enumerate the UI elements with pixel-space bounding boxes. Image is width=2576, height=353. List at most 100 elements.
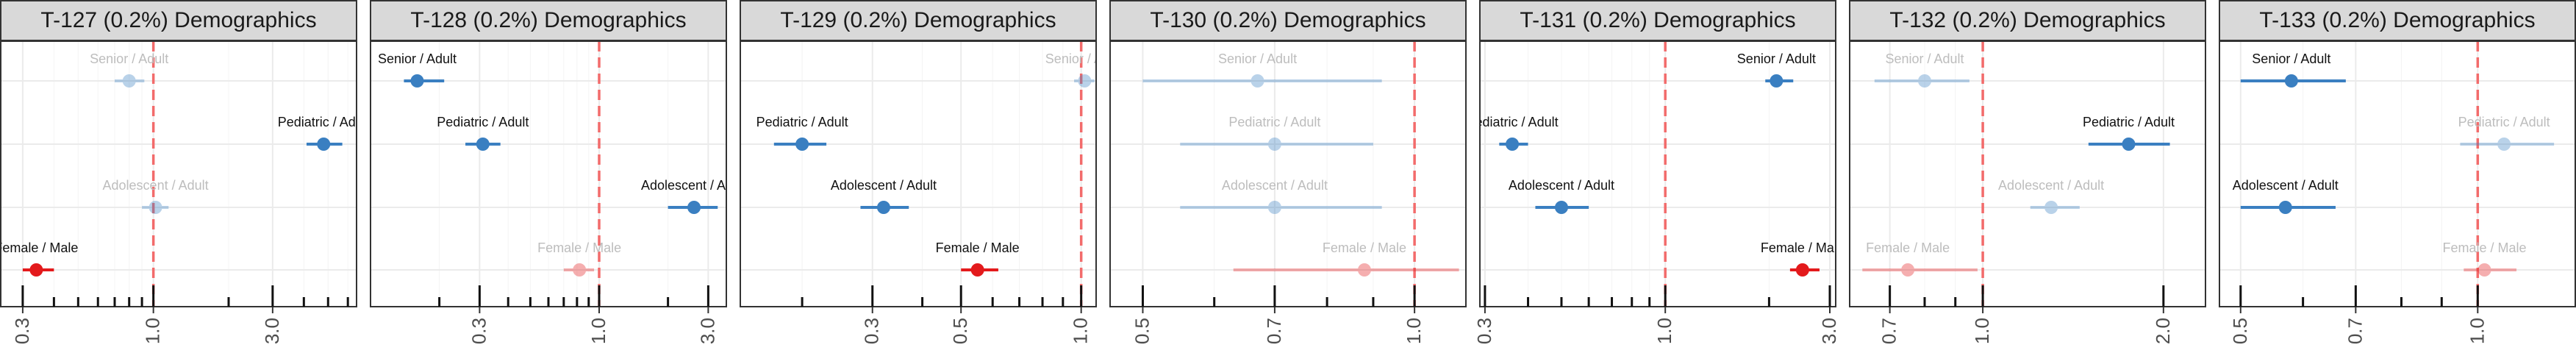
point-estimate: [317, 138, 331, 151]
panel-title: T-133 (0.2%) Demographics: [2219, 0, 2576, 41]
plot-area: Senior / Adult Pediatric / Adult Adolescen…: [1467, 41, 1845, 307]
point-estimate: [1506, 138, 1520, 151]
panel-title: T-129 (0.2%) Demographics: [740, 0, 1097, 41]
point-estimate: [1267, 201, 1281, 214]
estimate-row: [1789, 263, 1820, 277]
x-tick-label: 1.0: [1971, 318, 1993, 344]
row-label: Senior / Adult: [1737, 51, 1816, 66]
panel-title: T-130 (0.2%) Demographics: [1109, 0, 1467, 41]
x-tick-label: 3.0: [696, 318, 718, 344]
row-label: Pediatric / Adult: [1228, 115, 1320, 129]
forest-plot-svg: Senior / Adult Pediatric / Adult Adolescen…: [1849, 40, 2206, 344]
estimate-row: [2240, 74, 2346, 88]
forest-panel: T-127 (0.2%) Demographics Senior / Adult P…: [0, 0, 357, 353]
point-estimate: [149, 201, 162, 214]
estimate-row: [1499, 138, 1528, 151]
estimate-row: [22, 263, 54, 277]
plot-area: Senior / Adult Pediatric / Adult Adolescen…: [0, 41, 357, 307]
forest-panel: T-132 (0.2%) Demographics Senior / Adult P…: [1849, 0, 2206, 353]
point-estimate: [876, 201, 890, 214]
plot-background: [1, 41, 357, 307]
panel-border: [740, 40, 1097, 307]
estimate-row: [306, 138, 343, 151]
row-label: Adolescent / Adult: [1998, 178, 2104, 193]
plot-area: Senior / Adult Pediatric / Adult Adolescen…: [1850, 41, 2205, 307]
panel-title: T-127 (0.2%) Demographics: [0, 0, 357, 41]
plot-area: Senior / Adult Pediatric / Adult Adolescen…: [740, 41, 1124, 307]
point-estimate: [476, 138, 490, 151]
point-estimate: [2497, 138, 2511, 151]
x-tick-label: 0.5: [1131, 318, 1153, 344]
x-tick-label: 1.0: [1070, 318, 1092, 344]
estimate-row: [668, 201, 718, 214]
forest-panel: T-128 (0.2%) Demographics Senior / Adult P…: [370, 0, 727, 353]
row-label: Pediatric / Adult: [2458, 115, 2550, 129]
panel-title: T-131 (0.2%) Demographics: [1479, 0, 1836, 41]
row-label: Senior / Adult: [378, 51, 457, 66]
row-label: Pediatric / Adult: [1467, 115, 1559, 129]
estimate-row: [1180, 138, 1373, 151]
point-estimate: [2044, 201, 2058, 214]
row-label: Pediatric / Adult: [437, 115, 529, 129]
row-label: Adolescent / Adult: [831, 178, 937, 193]
point-estimate: [29, 263, 43, 277]
forest-panel: T-129 (0.2%) Demographics Senior / Adult P…: [740, 0, 1097, 353]
row-label: Senior / Adult: [2252, 51, 2330, 66]
row-label: Pediatric / Adult: [2083, 115, 2175, 129]
estimate-row: [1233, 263, 1459, 277]
estimate-row: [404, 74, 445, 88]
plot-background: [2219, 41, 2575, 307]
x-tick-label: 1.0: [1403, 318, 1425, 344]
estimate-row: [961, 263, 998, 277]
point-estimate: [970, 263, 984, 277]
point-estimate: [2477, 263, 2491, 277]
point-estimate: [2284, 74, 2298, 88]
forest-panel: T-133 (0.2%) Demographics Senior / Adult P…: [2219, 0, 2576, 353]
plot-area: Senior / Adult Pediatric / Adult Adolescen…: [1110, 41, 1466, 307]
estimate-row: [860, 201, 909, 214]
estimate-row: [1765, 74, 1794, 88]
point-estimate: [1251, 74, 1264, 88]
point-estimate: [1917, 74, 1931, 88]
point-estimate: [410, 74, 424, 88]
x-tick-label: 0.3: [468, 318, 490, 344]
point-estimate: [1267, 138, 1281, 151]
estimate-row: [2464, 263, 2517, 277]
point-estimate: [1078, 74, 1092, 88]
panel-border: [2219, 40, 2576, 307]
point-estimate: [687, 201, 701, 214]
point-estimate: [2122, 138, 2136, 151]
row-label: Adolescent / Adult: [103, 178, 209, 193]
estimate-row: [1535, 201, 1589, 214]
row-label: Adolescent / Adult: [2233, 178, 2339, 193]
estimate-row: [2030, 201, 2080, 214]
row-label: Female / Male: [0, 240, 78, 255]
x-tick-label: 1.0: [2466, 318, 2488, 344]
x-tick-label: 1.0: [587, 318, 609, 344]
x-tick-label: 0.3: [11, 318, 33, 344]
estimate-row: [2240, 201, 2336, 214]
x-tick-label: 2.0: [2152, 318, 2174, 344]
plot-area: Senior / Adult Pediatric / Adult Adolescen…: [371, 41, 747, 307]
row-label: Senior / Adult: [1045, 51, 1124, 66]
row-label: Adolescent / Adult: [641, 178, 747, 193]
estimate-row: [465, 138, 501, 151]
x-tick-label: 0.7: [1878, 318, 1900, 344]
x-tick-label: 3.0: [261, 318, 283, 344]
row-label: Senior / Adult: [1885, 51, 1964, 66]
forest-panel: T-131 (0.2%) Demographics Senior / Adult P…: [1473, 0, 1840, 353]
row-label: Adolescent / Adult: [1222, 178, 1328, 193]
point-estimate: [1554, 201, 1568, 214]
estimate-row: [114, 74, 145, 88]
plot-background: [1850, 41, 2205, 307]
estimate-row: [1874, 74, 1969, 88]
panel-border: [1849, 40, 2206, 307]
row-label: Pediatric / Adult: [756, 115, 848, 129]
row-label: Female / Male: [1761, 240, 1845, 255]
point-estimate: [1795, 263, 1809, 277]
